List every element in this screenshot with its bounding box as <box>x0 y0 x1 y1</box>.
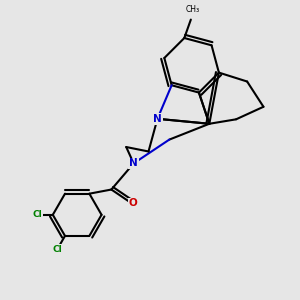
Text: Cl: Cl <box>32 210 42 219</box>
Text: N: N <box>153 114 162 124</box>
Text: CH₃: CH₃ <box>185 5 200 14</box>
Text: N: N <box>129 158 138 168</box>
Text: Cl: Cl <box>52 245 62 254</box>
Text: O: O <box>129 199 138 208</box>
